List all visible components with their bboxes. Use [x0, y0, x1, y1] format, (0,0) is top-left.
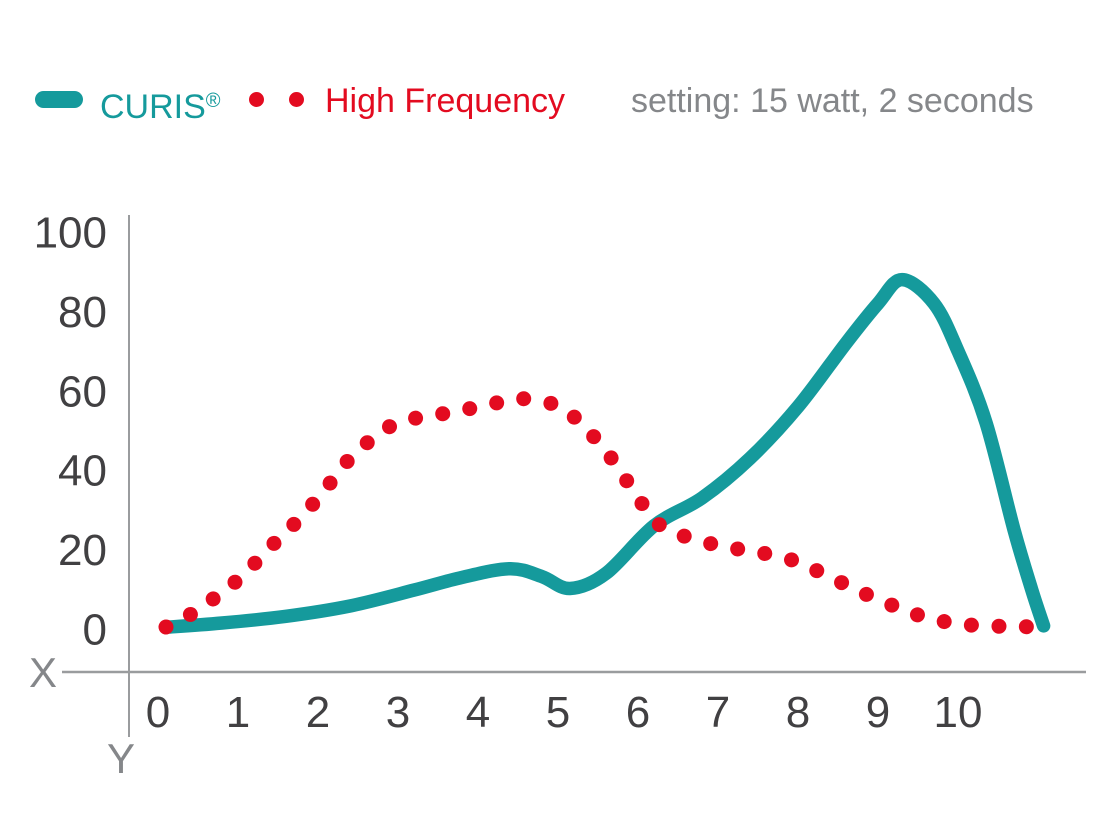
x-tick-labels: 0 1 2 3 4 5 6 7 8 9 10 — [146, 688, 983, 737]
x-tick-label: 10 — [934, 688, 983, 737]
x-tick-label: 5 — [546, 688, 570, 737]
curis-name: CURIS — [100, 88, 206, 126]
y-tick-label: 80 — [58, 288, 107, 337]
x-axis-label: X — [29, 649, 57, 696]
x-tick-label: 1 — [226, 688, 250, 737]
high-frequency-dot-swatch — [249, 92, 264, 107]
y-tick-label: 40 — [58, 447, 107, 496]
curis-line-swatch — [35, 91, 83, 108]
x-tick-label: 3 — [386, 688, 410, 737]
registered-trademark-symbol: ® — [205, 90, 221, 112]
curis-series-line — [163, 272, 1051, 634]
y-tick-labels: 0 20 40 60 80 100 — [34, 209, 107, 655]
x-tick-label: 0 — [146, 688, 170, 737]
x-tick-label: 9 — [866, 688, 890, 737]
y-tick-label: 60 — [58, 367, 107, 416]
x-tick-label: 2 — [306, 688, 330, 737]
x-tick-label: 4 — [466, 688, 490, 737]
y-tick-label: 100 — [34, 209, 107, 258]
legend-label-high-frequency: High Frequency — [325, 82, 566, 120]
x-tick-label: 8 — [786, 688, 810, 737]
x-tick-label: 6 — [626, 688, 650, 737]
x-tick-label: 7 — [706, 688, 730, 737]
y-axis-label: Y — [107, 735, 135, 782]
y-tick-label: 0 — [83, 606, 107, 655]
legend-label-curis: CURIS® — [100, 84, 221, 124]
y-tick-label: 20 — [58, 526, 107, 575]
high-frequency-dot-swatch — [289, 92, 304, 107]
setting-annotation: setting: 15 watt, 2 seconds — [631, 82, 1034, 120]
high-frequency-series-line — [158, 391, 1052, 635]
